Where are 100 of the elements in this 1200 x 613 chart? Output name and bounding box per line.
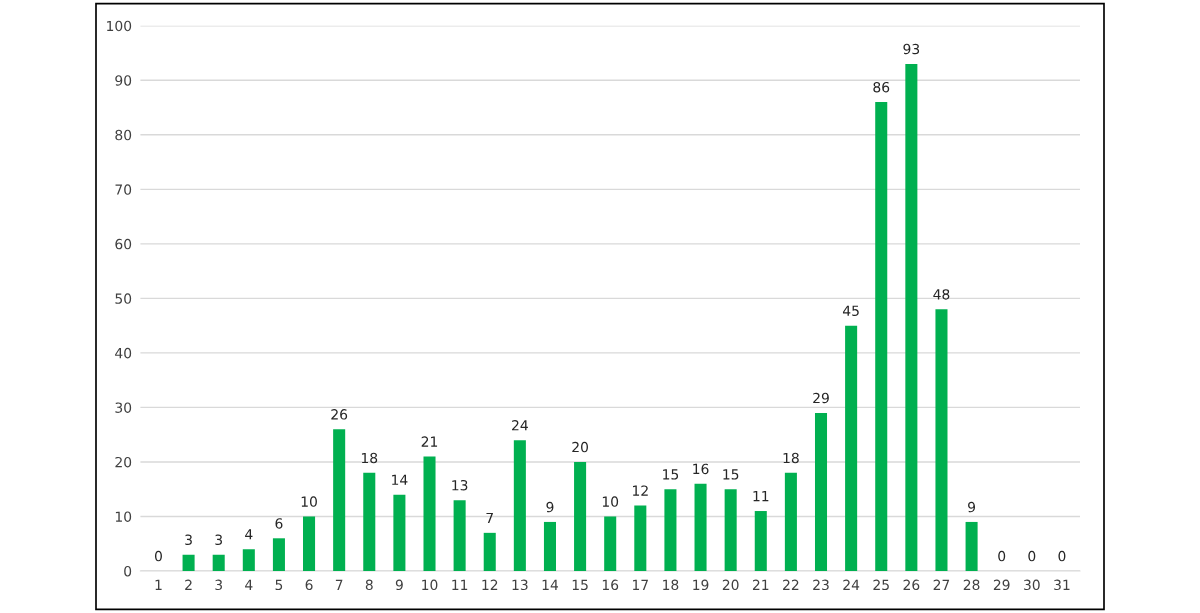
y-tick-label: 90	[115, 75, 132, 86]
data-label: 45	[842, 305, 859, 317]
y-tick-label: 30	[115, 402, 132, 413]
bar	[724, 489, 737, 572]
x-tick-label: 7	[335, 579, 343, 590]
x-tick-label: 23	[813, 579, 829, 591]
x-tick-label: 16	[602, 579, 619, 591]
bar	[754, 511, 767, 572]
x-tick-label: 13	[512, 579, 528, 591]
y-tick-label: 20	[115, 456, 132, 468]
x-tick-label: 8	[365, 579, 373, 591]
data-label: 15	[663, 469, 679, 480]
data-label: 3	[185, 534, 192, 546]
bar	[574, 461, 587, 572]
data-label: 29	[813, 392, 829, 404]
x-tick-label: 24	[843, 579, 860, 590]
x-tick-label: 28	[963, 579, 980, 591]
x-tick-label: 11	[452, 579, 468, 590]
bar	[604, 516, 617, 572]
y-tick-label: 40	[115, 347, 132, 359]
x-tick-label: 2	[185, 579, 192, 590]
x-tick-label: 3	[215, 579, 223, 591]
data-label: 18	[361, 452, 378, 464]
x-tick-label: 19	[693, 579, 709, 591]
bar	[875, 102, 888, 572]
bar	[303, 516, 316, 572]
x-tick-label: 15	[572, 579, 588, 591]
x-tick-label: 29	[993, 579, 1010, 591]
bar	[483, 532, 496, 572]
y-tick-label: 100	[107, 20, 132, 32]
x-tick-label: 4	[245, 579, 253, 590]
bar	[814, 412, 828, 572]
data-label: 10	[301, 496, 317, 507]
x-tick-label: 9	[395, 579, 403, 591]
y-tick-label: 70	[115, 184, 132, 195]
data-label: 13	[452, 479, 468, 491]
data-label: 0	[1058, 550, 1066, 562]
y-tick-label: 0	[124, 565, 132, 577]
bar	[182, 554, 195, 572]
bar	[333, 429, 346, 572]
bar	[453, 500, 466, 572]
data-label: 18	[783, 452, 799, 464]
bar	[363, 472, 376, 572]
x-tick-label: 12	[482, 579, 498, 590]
y-tick-label: 50	[115, 293, 132, 304]
bar	[634, 505, 647, 572]
bar	[905, 63, 918, 572]
data-label: 10	[602, 496, 619, 507]
x-tick-label: 18	[663, 579, 679, 591]
data-label: 0	[154, 550, 162, 562]
data-label: 4	[245, 529, 253, 540]
bar	[272, 538, 285, 572]
bar	[513, 440, 526, 572]
bar	[935, 309, 948, 572]
bar	[543, 521, 556, 572]
bar	[965, 521, 978, 572]
x-tick-label: 14	[542, 579, 559, 590]
data-label: 11	[753, 491, 769, 502]
x-tick-label: 20	[722, 579, 739, 591]
data-label: 16	[693, 463, 709, 475]
data-label: 3	[215, 534, 223, 546]
bar	[393, 494, 406, 572]
data-label: 12	[633, 485, 648, 496]
x-tick-label: 31	[1054, 579, 1070, 591]
bar	[242, 549, 255, 572]
data-label: 48	[933, 289, 950, 300]
data-label: 14	[392, 474, 408, 485]
bar	[845, 325, 858, 572]
bar	[423, 456, 436, 572]
data-label: 93	[903, 43, 920, 55]
x-tick-label: 6	[305, 579, 313, 591]
y-tick-label: 60	[115, 238, 132, 250]
bar	[664, 489, 677, 572]
data-label: 26	[331, 409, 348, 420]
x-tick-label: 30	[1024, 579, 1040, 591]
bar	[694, 483, 707, 572]
data-label: 15	[723, 469, 739, 480]
data-label: 0	[1028, 550, 1036, 562]
x-tick-label: 26	[903, 579, 920, 591]
data-label: 9	[546, 501, 554, 513]
x-tick-label: 21	[752, 579, 769, 590]
x-tick-label: 1	[155, 579, 162, 590]
y-tick-label: 80	[115, 129, 132, 141]
bar	[212, 554, 225, 572]
data-label: 24	[512, 420, 528, 431]
data-label: 9	[968, 501, 976, 513]
y-tick-label: 10	[115, 511, 132, 522]
bar	[784, 472, 797, 572]
data-label: 0	[998, 550, 1006, 562]
data-label: 20	[572, 441, 588, 453]
data-label: 7	[486, 512, 493, 524]
x-tick-label: 10	[422, 579, 438, 591]
x-tick-label: 22	[783, 579, 799, 590]
data-label: 86	[873, 81, 890, 93]
x-tick-label: 17	[633, 579, 648, 590]
data-label: 21	[421, 436, 438, 447]
data-label: 6	[275, 518, 283, 529]
x-tick-label: 25	[873, 579, 889, 591]
x-tick-label: 27	[933, 579, 950, 590]
x-tick-label: 5	[275, 579, 283, 591]
